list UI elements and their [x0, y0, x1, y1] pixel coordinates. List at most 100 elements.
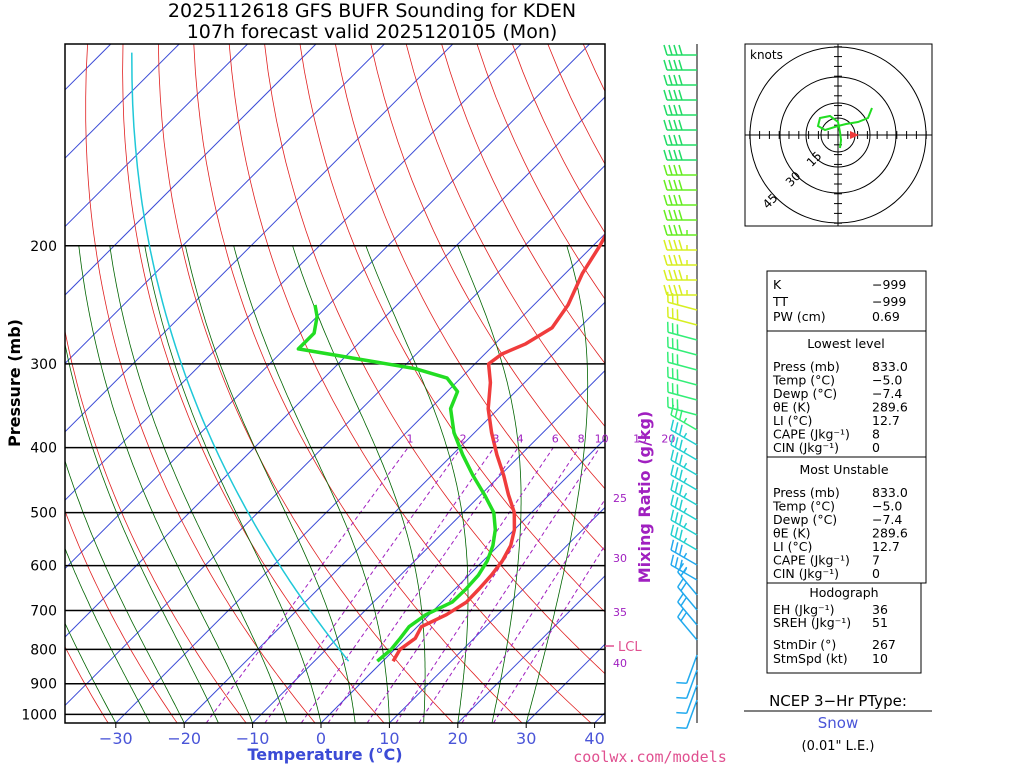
- dry-adiabat-line: [228, 44, 592, 723]
- mixing-ratio-line: [395, 447, 580, 723]
- wind-barb: [676, 654, 698, 684]
- pressure-tick: 400: [30, 441, 57, 457]
- wind-barb: [663, 89, 697, 101]
- lowest-stat-value: 289.6: [872, 400, 908, 415]
- wind-barb: [677, 577, 698, 611]
- mu-stat-label: Dewp (°C): [773, 512, 837, 527]
- isotherm-line: [65, 44, 522, 501]
- dry-adiabat-line: [264, 44, 605, 675]
- mu-stat-value: 833.0: [872, 485, 908, 500]
- wind-barb: [663, 254, 697, 266]
- isotherm-line: [65, 44, 317, 296]
- pressure-tick: 800: [30, 642, 57, 658]
- lowest-stat-label: LI (°C): [773, 413, 812, 428]
- y-axis-label: Pressure (mb): [5, 319, 24, 447]
- wind-barb: [676, 684, 698, 714]
- x-tick-label: 30: [516, 729, 536, 748]
- lowest-stat-value: −7.4: [872, 386, 902, 401]
- wind-barb: [670, 554, 698, 581]
- mu-stat-value: 0: [872, 566, 880, 581]
- mu-stat-label: Temp (°C): [772, 499, 835, 514]
- wind-barb: [663, 104, 697, 116]
- profiles: [131, 52, 605, 663]
- dry-adiabat-line: [193, 44, 523, 723]
- lowest-stat-label: CAPE (Jkg⁻¹): [773, 427, 850, 442]
- wind-barb: [676, 699, 698, 729]
- wind-barb: [666, 381, 698, 401]
- wind-barb: [663, 224, 697, 236]
- wind-barb: [666, 336, 698, 356]
- wind-barb: [663, 59, 697, 71]
- mixing-ratio-line: [418, 447, 601, 723]
- mixing-ratio-label: 15: [633, 433, 647, 446]
- x-axis-label: Temperature (°C): [247, 745, 402, 764]
- mixing-ratio-label: 6: [552, 433, 559, 446]
- hodo-stat-value: 10: [872, 651, 888, 666]
- lowest-level-rows: Press (mb) 833.0 Temp (°C) −5.0 Dewp (°C) −7.…: [772, 359, 908, 455]
- wind-barb: [670, 464, 698, 491]
- k-label: K: [773, 277, 782, 292]
- lowest-stat-value: 8: [872, 427, 880, 442]
- dry-adiabat-line: [299, 44, 605, 613]
- moist-adiabat-line: [525, 245, 589, 723]
- brand-link[interactable]: coolwx.com/models: [573, 748, 727, 766]
- ptype-panel: NCEP 3−Hr PType: Snow (0.01" L.E.): [744, 692, 932, 754]
- ptype-value: Snow: [818, 714, 858, 732]
- plot-frame: [64, 43, 606, 724]
- wind-barb: [670, 479, 698, 506]
- x-tick-labels: −30 −20 −10 0 10 20 30 40: [99, 723, 605, 748]
- parcel-dry-adiabat: [131, 52, 350, 662]
- x-tick-label: 20: [448, 729, 468, 748]
- lowest-stat-label: Temp (°C): [772, 373, 835, 388]
- mixing-ratio-label: 1: [407, 433, 414, 446]
- pressure-tick: 700: [30, 604, 57, 620]
- wind-barb: [670, 449, 698, 476]
- k-value: −999: [872, 277, 906, 292]
- theta-e-label: 25: [613, 492, 627, 505]
- wind-barb: [670, 494, 698, 521]
- moist-adiabat-line: [365, 245, 469, 723]
- tt-value: −999: [872, 294, 906, 309]
- mu-stat-label: Press (mb): [773, 485, 840, 500]
- pressure-tick: 200: [30, 239, 57, 255]
- temperature-profile: [391, 232, 605, 663]
- pw-value: 0.69: [872, 309, 900, 324]
- wind-barb: [663, 269, 697, 281]
- isotherm-line: [65, 164, 605, 707]
- moist-adiabat-line: [233, 245, 390, 723]
- mu-stat-label: CAPE (Jkg⁻¹): [773, 553, 850, 568]
- mu-stat-value: 12.7: [872, 539, 900, 554]
- title-line-1: 2025112618 GFS BUFR Sounding for KDEN: [168, 0, 576, 22]
- mixing-ratio-axis-label: Mixing Ratio (g/kg): [635, 411, 654, 583]
- moist-adiabat-line: [65, 622, 117, 723]
- hodograph-stats-rows: EH (Jkg⁻¹) 36 SREH (Jkg⁻¹) 51 StmDir (°) 267 S…: [773, 602, 896, 666]
- title-line-2: 107h forecast valid 2025120105 (Mon): [187, 21, 558, 43]
- dry-adiabat-line: [441, 44, 605, 365]
- most-unstable-rows: Press (mb) 833.0 Temp (°C) −5.0 Dewp (°C) −7.…: [772, 485, 908, 581]
- lowest-stat-value: 12.7: [872, 413, 900, 428]
- lowest-stat-label: θE (K): [773, 400, 810, 415]
- x-tick-label: −20: [167, 729, 201, 748]
- mixing-ratio-line: [461, 498, 605, 723]
- wind-barb: [670, 434, 698, 461]
- wind-barb: [670, 419, 698, 446]
- lowest-stat-label: Dewp (°C): [773, 386, 837, 401]
- wind-barb: [666, 366, 698, 386]
- mu-stat-value: 289.6: [872, 526, 908, 541]
- isotherm-line: [65, 44, 590, 570]
- isotherm-line: [65, 44, 248, 228]
- mixing-ratio-label: 4: [517, 433, 524, 446]
- mu-stat-label: CIN (Jkg⁻¹): [773, 566, 839, 581]
- isotherm-line: [65, 44, 180, 159]
- dry-adiabat-line: [158, 44, 454, 723]
- dry-adiabat-line: [335, 44, 605, 552]
- lowest-stat-label: CIN (Jkg⁻¹): [773, 440, 839, 455]
- most-unstable-header: Most Unstable: [799, 462, 888, 477]
- hodo-stat-value: 51: [872, 615, 888, 630]
- pressure-tick: 500: [30, 506, 57, 522]
- wind-barb: [677, 592, 698, 626]
- wind-barb: [663, 164, 697, 176]
- isotherm-line: [65, 44, 454, 433]
- hodo-trace-lower: [816, 114, 843, 149]
- wind-barb: [666, 291, 698, 311]
